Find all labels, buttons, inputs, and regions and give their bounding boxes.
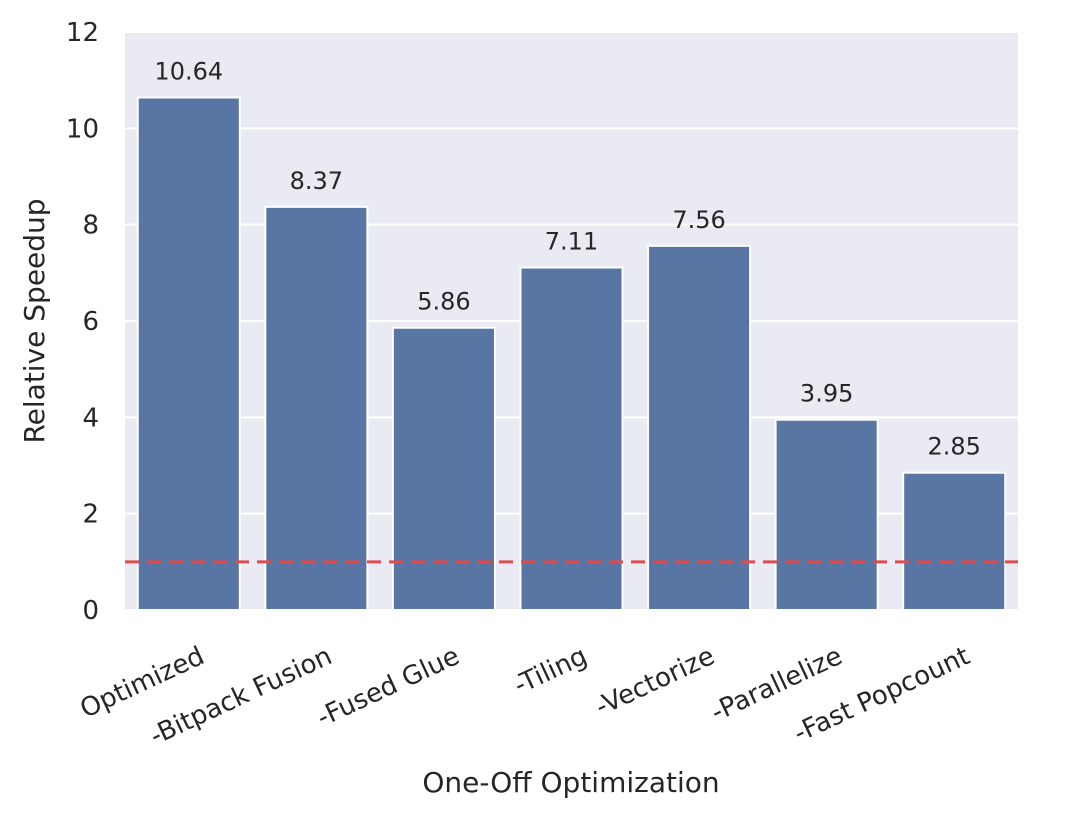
bars (136, 96, 1007, 612)
x-tick-label: -Tiling (510, 641, 592, 701)
bar (391, 326, 496, 611)
y-tick-label: 6 (82, 307, 99, 337)
y-tick-label: 0 (82, 596, 99, 626)
bar-value-label: 2.85 (927, 433, 980, 461)
bar (902, 471, 1007, 611)
y-tick-labels: 0 2 4 6 8 10 12 (66, 18, 99, 626)
bar-value-label: 10.64 (154, 58, 223, 86)
bar (519, 266, 624, 611)
y-tick-label: 2 (82, 500, 99, 530)
x-tick-label: -Vectorize (591, 641, 719, 722)
bar-value-label: 8.37 (290, 167, 343, 195)
y-tick-label: 8 (82, 211, 99, 241)
y-tick-label: 4 (82, 403, 99, 433)
y-axis-title: Relative Speedup (18, 198, 51, 443)
bar (774, 418, 879, 611)
bar (647, 244, 752, 612)
bar (264, 205, 369, 611)
y-tick-label: 10 (66, 114, 99, 144)
x-axis-title: One-Off Optimization (422, 766, 719, 799)
y-tick-label: 12 (66, 18, 99, 48)
bar-value-label: 5.86 (417, 288, 470, 316)
bar (136, 96, 241, 612)
bar-value-label: 3.95 (800, 380, 853, 408)
x-tick-label: -Fused Glue (312, 641, 464, 733)
bar-value-label: 7.56 (672, 206, 725, 234)
bar-value-label: 7.11 (545, 228, 598, 256)
x-tick-labels: Optimized-Bitpack Fusion-Fused Glue -Tili… (76, 641, 975, 751)
value-labels: 10.64 8.37 5.86 7.11 7.56 3.95 2.85 (154, 58, 981, 461)
